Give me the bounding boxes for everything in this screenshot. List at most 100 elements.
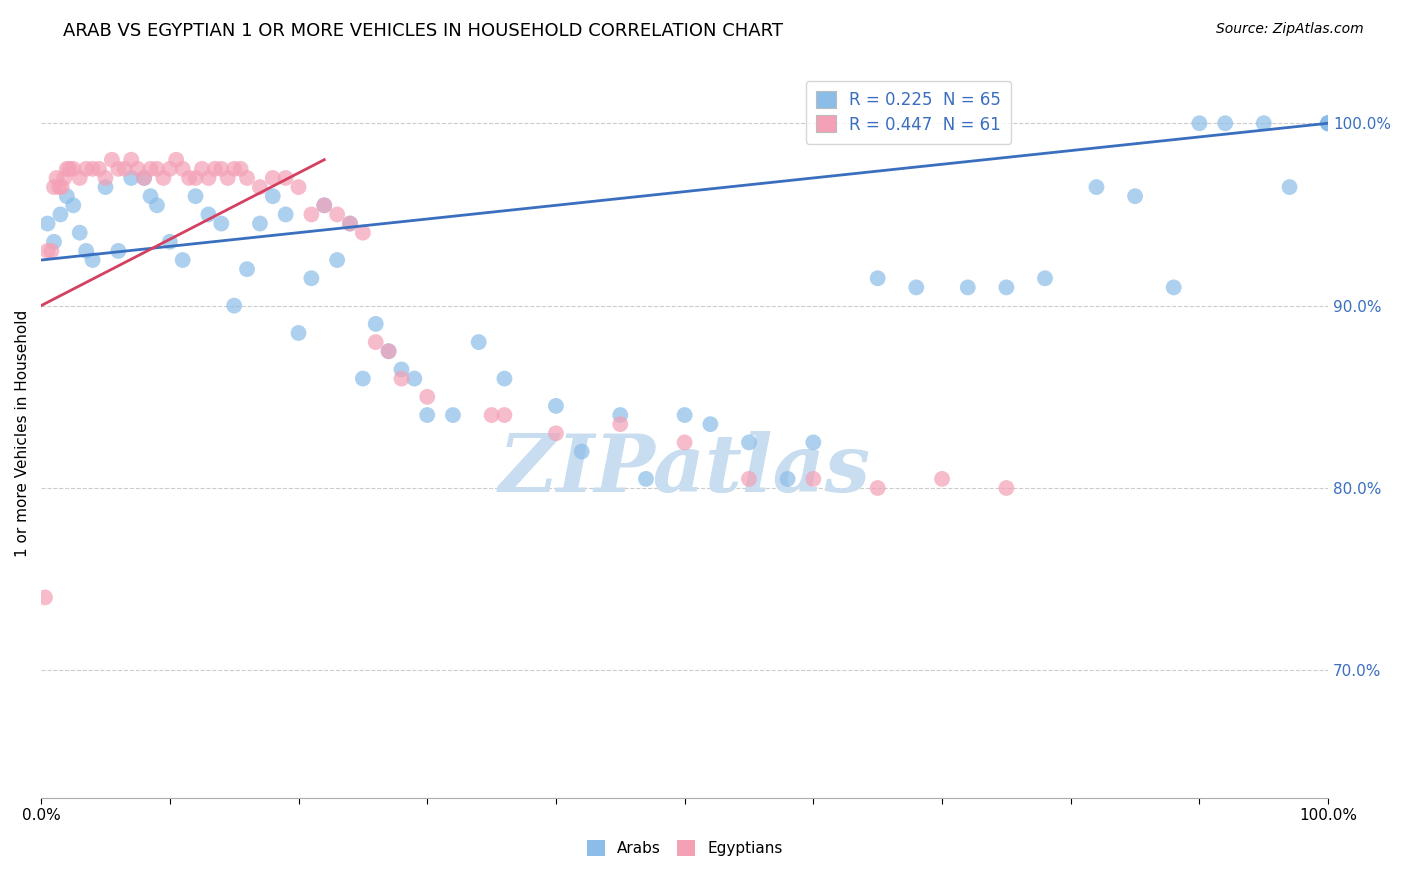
- Point: [42, 235, 65, 249]
- Point: [75, 244, 97, 258]
- Point: [339, 217, 361, 231]
- Point: [87, 161, 110, 176]
- Point: [37, 217, 59, 231]
- Point: [224, 161, 246, 176]
- Point: [1213, 116, 1236, 130]
- Point: [299, 271, 322, 285]
- Point: [262, 189, 284, 203]
- Point: [48, 180, 70, 194]
- Point: [69, 170, 91, 185]
- Point: [673, 408, 696, 422]
- Point: [738, 472, 761, 486]
- Point: [51, 180, 73, 194]
- Point: [673, 435, 696, 450]
- Point: [56, 189, 79, 203]
- Point: [217, 170, 239, 185]
- Point: [314, 198, 336, 212]
- Point: [249, 180, 271, 194]
- Point: [1317, 116, 1340, 130]
- Point: [609, 417, 631, 432]
- Point: [75, 161, 97, 176]
- Point: [494, 408, 516, 422]
- Text: ARAB VS EGYPTIAN 1 OR MORE VEHICLES IN HOUSEHOLD CORRELATION CHART: ARAB VS EGYPTIAN 1 OR MORE VEHICLES IN H…: [63, 22, 783, 40]
- Point: [1253, 116, 1275, 130]
- Point: [159, 161, 181, 176]
- Point: [1188, 116, 1211, 130]
- Point: [299, 207, 322, 221]
- Point: [391, 362, 413, 376]
- Point: [53, 170, 76, 185]
- Point: [146, 198, 169, 212]
- Point: [62, 198, 84, 212]
- Point: [352, 226, 374, 240]
- Point: [120, 153, 142, 167]
- Point: [139, 161, 162, 176]
- Point: [139, 189, 162, 203]
- Point: [609, 408, 631, 422]
- Point: [184, 170, 207, 185]
- Point: [776, 472, 799, 486]
- Point: [82, 253, 104, 268]
- Point: [801, 435, 824, 450]
- Point: [37, 244, 59, 258]
- Point: [146, 161, 169, 176]
- Point: [114, 161, 136, 176]
- Point: [544, 399, 567, 413]
- Point: [229, 161, 252, 176]
- Point: [571, 444, 593, 458]
- Point: [1317, 116, 1340, 130]
- Point: [62, 161, 84, 176]
- Point: [42, 180, 65, 194]
- Point: [107, 161, 129, 176]
- Point: [197, 170, 219, 185]
- Point: [274, 170, 297, 185]
- Point: [699, 417, 721, 432]
- Point: [995, 280, 1018, 294]
- Point: [152, 170, 174, 185]
- Point: [69, 226, 91, 240]
- Point: [204, 161, 226, 176]
- Point: [45, 170, 67, 185]
- Point: [1123, 189, 1146, 203]
- Point: [364, 335, 387, 350]
- Point: [236, 170, 259, 185]
- Point: [391, 371, 413, 385]
- Point: [262, 170, 284, 185]
- Point: [995, 481, 1018, 495]
- Point: [287, 326, 309, 340]
- Point: [404, 371, 426, 385]
- Point: [94, 170, 117, 185]
- Point: [441, 408, 464, 422]
- Point: [1317, 116, 1340, 130]
- Point: [1317, 116, 1340, 130]
- Point: [107, 244, 129, 258]
- Point: [49, 207, 72, 221]
- Point: [56, 161, 79, 176]
- Point: [1033, 271, 1056, 285]
- Point: [931, 472, 953, 486]
- Point: [159, 235, 181, 249]
- Point: [905, 280, 928, 294]
- Point: [132, 170, 155, 185]
- Point: [339, 217, 361, 231]
- Point: [41, 244, 63, 258]
- Point: [82, 161, 104, 176]
- Point: [274, 207, 297, 221]
- Legend: R = 0.225  N = 65, R = 0.447  N = 61: R = 0.225 N = 65, R = 0.447 N = 61: [806, 80, 1011, 144]
- Point: [1085, 180, 1108, 194]
- Point: [326, 207, 349, 221]
- Point: [209, 161, 232, 176]
- Y-axis label: 1 or more Vehicles in Household: 1 or more Vehicles in Household: [15, 310, 30, 557]
- Point: [1278, 180, 1301, 194]
- Point: [165, 153, 187, 167]
- Point: [377, 344, 399, 359]
- Text: ZIPatlas: ZIPatlas: [499, 431, 870, 508]
- Point: [1163, 280, 1185, 294]
- Point: [34, 591, 56, 605]
- Point: [209, 217, 232, 231]
- Point: [197, 207, 219, 221]
- Point: [416, 408, 439, 422]
- Point: [801, 472, 824, 486]
- Point: [481, 408, 503, 422]
- Point: [416, 390, 439, 404]
